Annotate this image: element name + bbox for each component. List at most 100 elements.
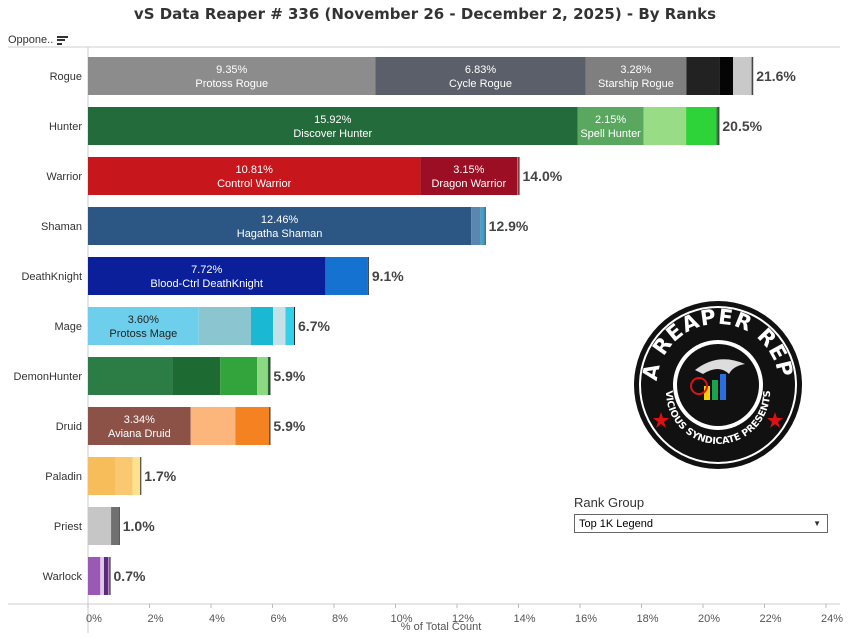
x-tick-label: 14% [513, 613, 535, 625]
segment-value-label: 12.46% [261, 214, 299, 226]
segment-archetype-label: Dragon Warrior [431, 178, 506, 190]
total-label: 5.9% [273, 418, 305, 434]
bar-segment[interactable] [750, 57, 753, 95]
rank-group-title: Rank Group [574, 495, 645, 510]
bar-segment[interactable] [88, 107, 578, 145]
bar-segment[interactable] [100, 557, 104, 595]
bar-segment[interactable] [172, 357, 221, 395]
bar-segment[interactable] [325, 257, 368, 295]
bar-segment[interactable] [686, 107, 717, 145]
segment-value-label: 15.92% [314, 114, 352, 126]
bar-shaman: 12.46% Hagatha Shaman [88, 207, 486, 245]
segment-archetype-label: Aviana Druid [108, 428, 171, 440]
bar-segment[interactable] [198, 307, 251, 345]
bar-segment[interactable] [88, 407, 191, 445]
bar-deathknight: 7.72% Blood-Ctrl DeathKnight [88, 257, 369, 295]
bar-segment[interactable] [115, 457, 133, 495]
chart-title: vS Data Reaper # 336 (November 26 - Dece… [133, 5, 717, 23]
x-tick-label: 8% [332, 613, 348, 625]
class-label-shaman: Shaman [41, 221, 82, 233]
segment-archetype-label: Control Warrior [217, 178, 291, 190]
class-label-druid: Druid [56, 421, 82, 433]
bar-segment[interactable] [235, 407, 270, 445]
bar-paladin [88, 457, 142, 495]
bar-hunter: 15.92% Discover Hunter 2.15% Spell Hunter [88, 107, 720, 145]
bar-segment[interactable] [111, 507, 119, 545]
class-label-paladin: Paladin [45, 471, 82, 483]
bar-segment[interactable] [88, 507, 112, 545]
class-label-mage: Mage [54, 321, 82, 333]
segment-value-label: 7.72% [191, 264, 222, 276]
segment-archetype-label: Protoss Mage [109, 328, 177, 340]
total-label: 1.0% [123, 518, 155, 534]
bar-segment[interactable] [719, 57, 734, 95]
bar-mage: 3.60% Protoss Mage [88, 307, 296, 345]
x-tick-label: 18% [636, 613, 658, 625]
bar-segment[interactable] [220, 357, 258, 395]
segment-archetype-label: Blood-Ctrl DeathKnight [150, 278, 263, 290]
bar-rogue: 9.35% Protoss Rogue 6.83% Cycle Rogue 3.28% S… [88, 57, 754, 95]
opponent-column-header[interactable]: Oppone.. [8, 34, 69, 46]
x-tick-label: 16% [575, 613, 597, 625]
class-label-warlock: Warlock [43, 571, 83, 583]
segment-value-label: 2.15% [595, 114, 626, 126]
x-tick-label: 12% [452, 613, 474, 625]
segment-value-label: 10.81% [236, 164, 274, 176]
segment-value-label: 3.28% [620, 64, 651, 76]
bar-segment[interactable] [375, 57, 586, 95]
bar-segment[interactable] [267, 357, 270, 395]
bar-segment[interactable] [420, 157, 518, 195]
x-tick-label: 6% [271, 613, 287, 625]
bar-segment[interactable] [686, 57, 720, 95]
bar-warrior: 10.81% Control Warrior 3.15% Dragon Warrior [88, 157, 520, 195]
bar-segment[interactable] [273, 307, 286, 345]
bar-segment[interactable] [190, 407, 236, 445]
bar-priest [88, 507, 120, 545]
rank-group-filter: Rank Group Top 1K Legend ▼ [574, 495, 830, 533]
x-tick-label: 4% [209, 613, 225, 625]
bar-segment[interactable] [480, 207, 485, 245]
bar-segment[interactable] [471, 207, 481, 245]
class-label-deathknight: DeathKnight [21, 271, 82, 283]
segment-archetype-label: Starship Rogue [598, 78, 674, 90]
class-label-rogue: Rogue [50, 71, 82, 83]
bar-segment[interactable] [88, 257, 326, 295]
bar-segment[interactable] [716, 107, 719, 145]
segment-value-label: 3.60% [128, 314, 159, 326]
bar-segment[interactable] [88, 457, 116, 495]
bar-segment[interactable] [132, 457, 141, 495]
bar-segment[interactable] [88, 157, 421, 195]
bar-warlock [88, 557, 111, 595]
bar-segment[interactable] [643, 107, 687, 145]
bar-segment[interactable] [285, 307, 295, 345]
bar-segment[interactable] [103, 557, 108, 595]
bar-segment[interactable] [88, 207, 472, 245]
segment-archetype-label: Hagatha Shaman [237, 228, 323, 240]
bar-druid: 3.34% Aviana Druid [88, 407, 271, 445]
class-label-hunter: Hunter [49, 121, 82, 133]
total-label: 5.9% [273, 368, 305, 384]
total-label: 6.7% [298, 318, 330, 334]
chevron-down-icon: ▼ [813, 519, 821, 528]
bar-segment[interactable] [517, 157, 519, 195]
bar-segment[interactable] [250, 307, 274, 345]
bar-segment[interactable] [257, 357, 268, 395]
bar-segment[interactable] [577, 107, 644, 145]
bar-segment[interactable] [88, 57, 376, 95]
bar-segment[interactable] [88, 557, 101, 595]
segment-archetype-label: Discover Hunter [293, 128, 372, 140]
sort-icon[interactable] [57, 35, 69, 45]
rank-group-dropdown[interactable]: Top 1K Legend ▼ [574, 514, 828, 533]
total-label: 1.7% [144, 468, 176, 484]
bar-segment[interactable] [733, 57, 751, 95]
bar-segment[interactable] [107, 557, 110, 595]
x-tick-label: 0% [86, 613, 102, 625]
bar-segment[interactable] [88, 307, 199, 345]
segment-value-label: 3.15% [453, 164, 484, 176]
bar-segment[interactable] [585, 57, 687, 95]
x-tick-label: 20% [698, 613, 720, 625]
total-label: 14.0% [523, 168, 563, 184]
total-label: 12.9% [489, 218, 529, 234]
bar-segment[interactable] [88, 357, 173, 395]
